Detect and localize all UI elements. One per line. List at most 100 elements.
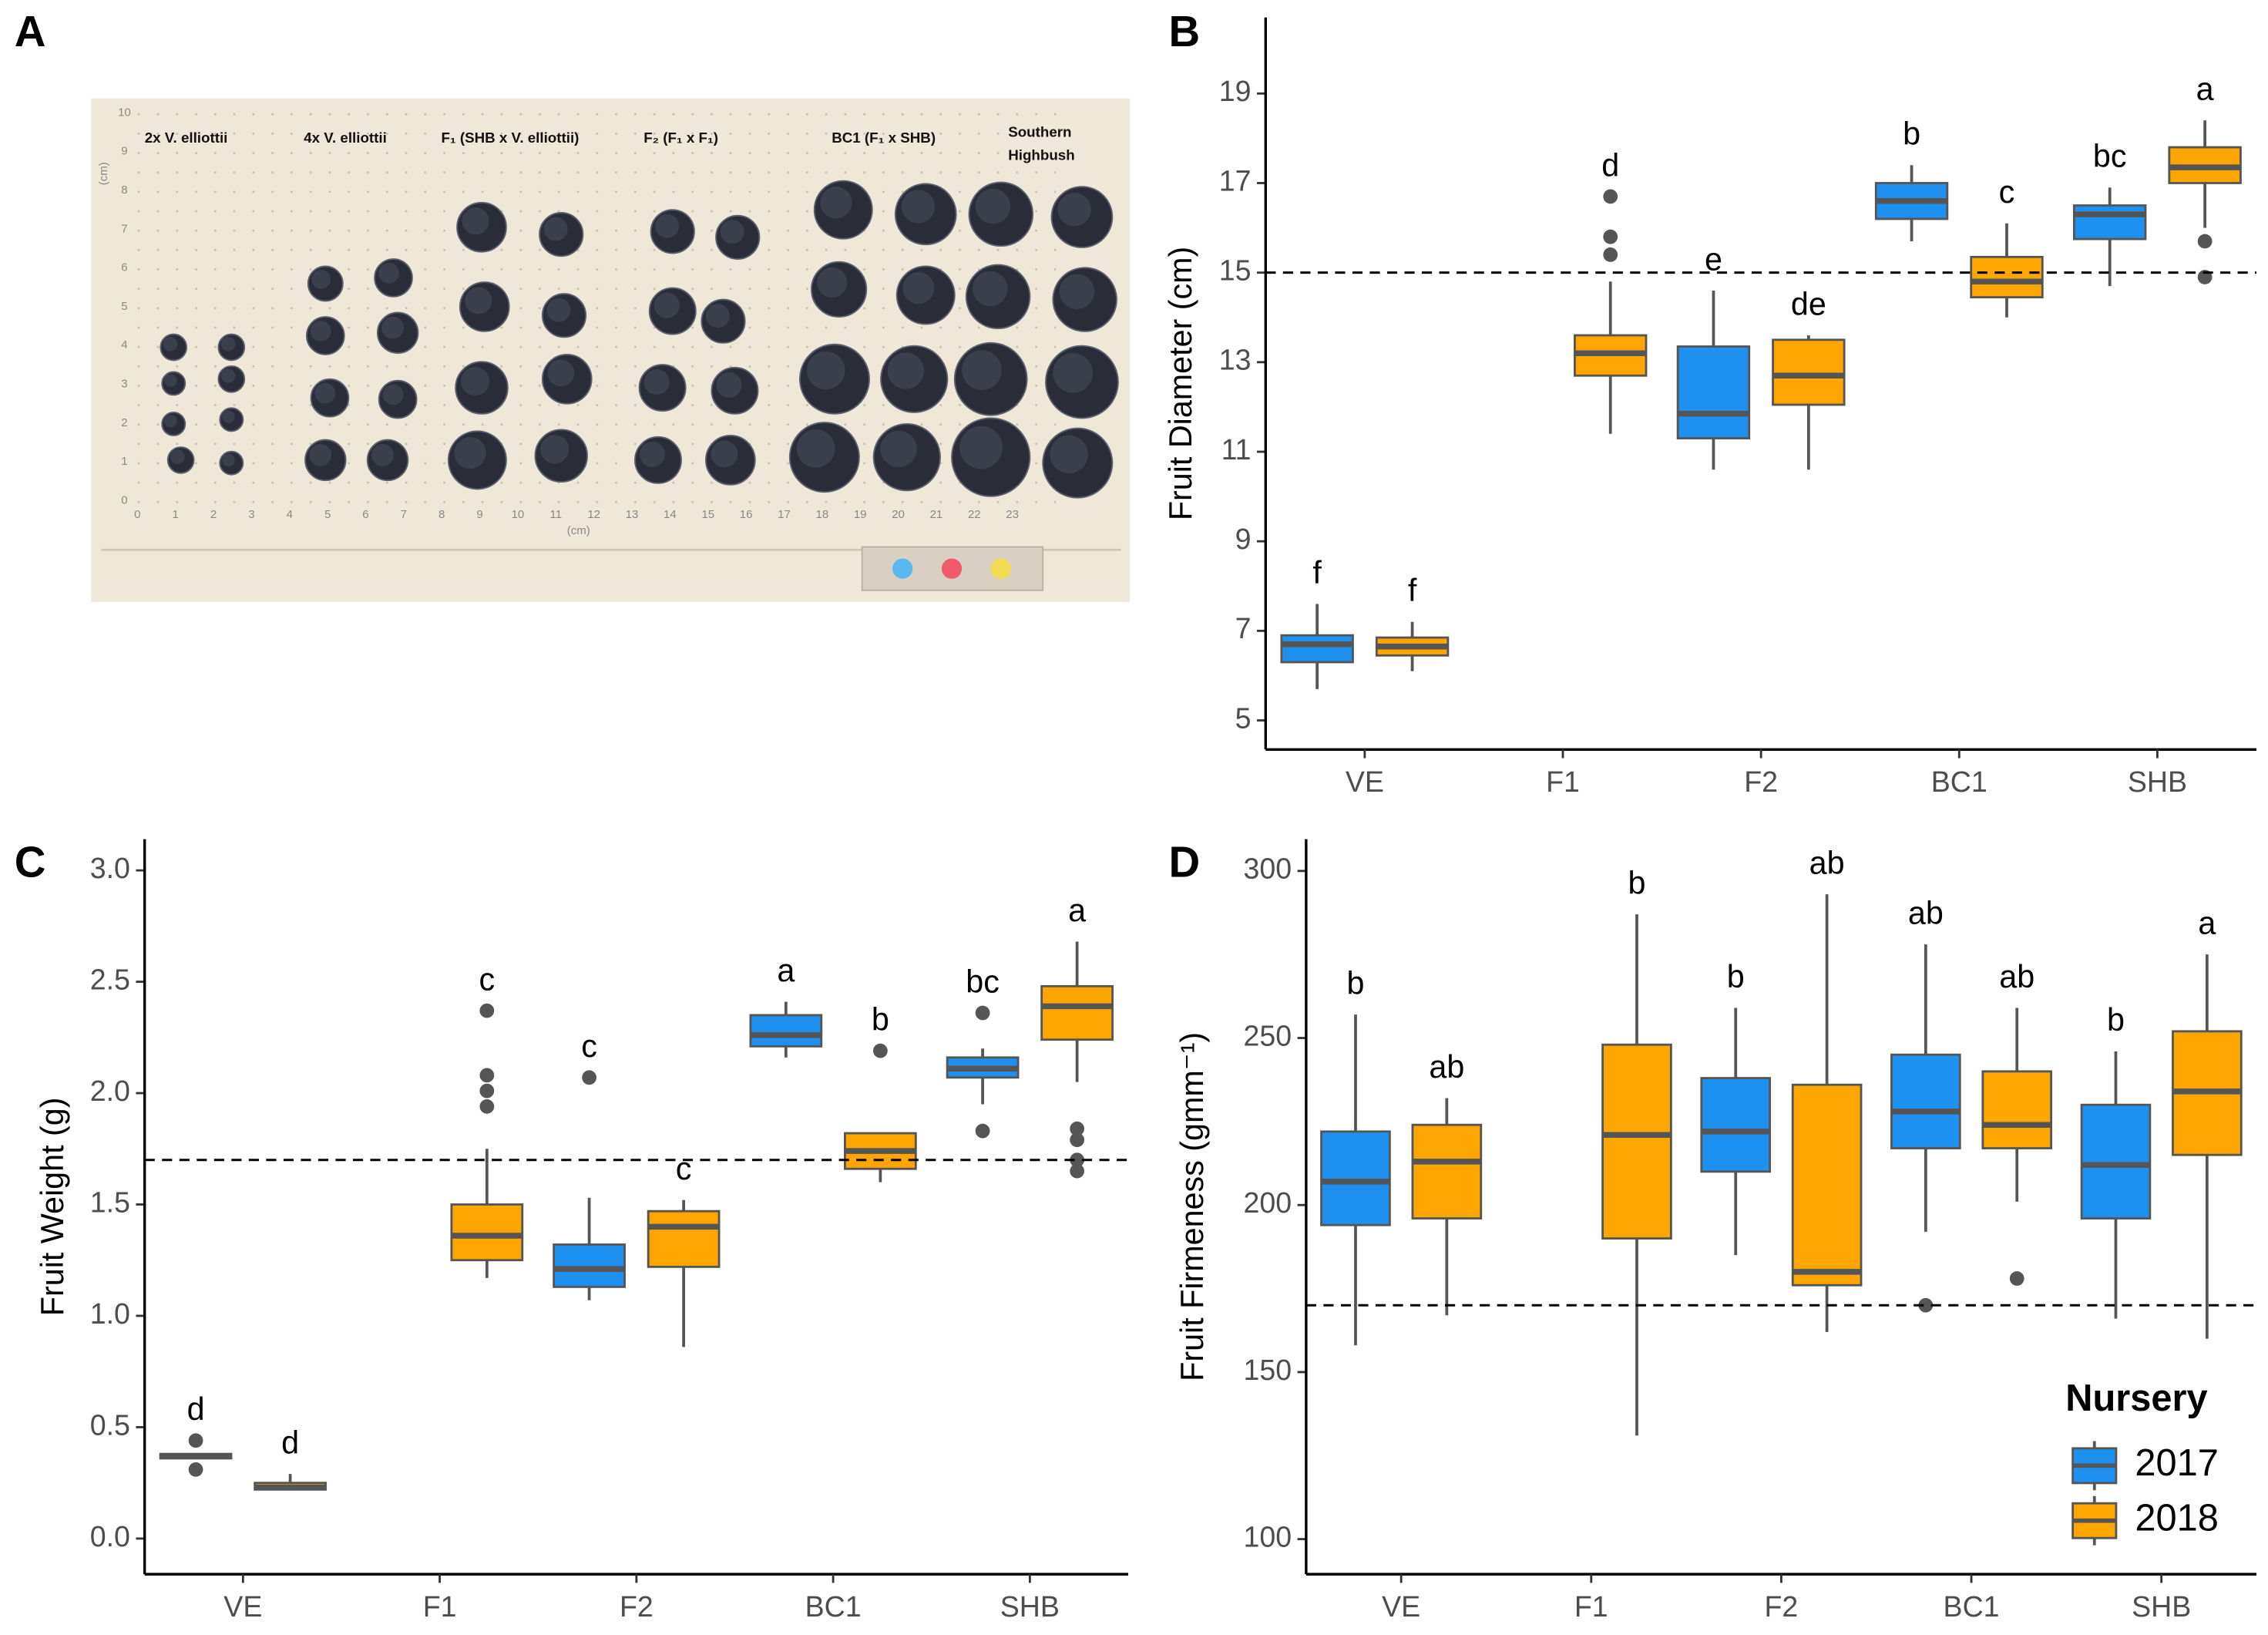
outlier <box>872 1043 888 1058</box>
legend-title: Nursery <box>2065 1378 2207 1419</box>
y-tick-label: 1.0 <box>90 1297 130 1330</box>
panel-label: D <box>1169 837 1201 886</box>
significance-letter: a <box>1068 893 1086 928</box>
panel-label: C <box>15 837 46 886</box>
significance-letter: f <box>1408 573 1417 608</box>
berry-highlight <box>720 220 744 244</box>
x-tick-label: SHB <box>1000 1590 1060 1623</box>
x-tick-label: F1 <box>1546 765 1580 798</box>
outlier <box>582 1070 596 1085</box>
box <box>647 1209 721 1268</box>
berry-highlight <box>973 271 1008 307</box>
x-tick-label: SHB <box>2128 765 2187 798</box>
outlier <box>479 1068 495 1083</box>
ruler-x-label: 7 <box>401 508 407 521</box>
significance-letter: b <box>872 1002 889 1038</box>
berry-highlight <box>378 262 399 284</box>
outlier <box>1918 1297 1934 1313</box>
ruler-y-label: 3 <box>121 378 127 391</box>
y-tick-label: 3.0 <box>90 852 130 884</box>
x-tick-label: F2 <box>1765 1590 1799 1623</box>
berry-highlight <box>639 441 666 467</box>
ruler-y-label: 1 <box>121 455 127 468</box>
photo-label: 2x V. elliottii <box>145 130 228 146</box>
berry-highlight <box>975 188 1011 224</box>
berry-highlight <box>546 298 571 322</box>
ruler-x-label: 0 <box>134 508 140 521</box>
significance-letter: bc <box>2093 139 2127 174</box>
box <box>450 1203 524 1262</box>
panel-label: B <box>1169 7 1201 56</box>
significance-letter: b <box>2107 1002 2125 1038</box>
ruler-x-label: 22 <box>968 508 981 521</box>
significance-letter: d <box>187 1391 205 1427</box>
ruler-x-label: 9 <box>476 508 482 521</box>
ruler-x-label: 14 <box>664 508 677 521</box>
outlier <box>188 1433 203 1448</box>
significance-letter: d <box>1601 147 1619 183</box>
chart: D Fruit Firmeness (gmm⁻¹) 100 150 200 250 300 V… <box>1169 837 2256 1623</box>
significance-letter: c <box>676 1151 692 1186</box>
photo-label: Highbush <box>1008 147 1074 163</box>
box <box>1280 634 1354 664</box>
berry-highlight <box>1057 193 1091 227</box>
berry-highlight <box>382 384 404 405</box>
berry-highlight <box>817 267 848 298</box>
outlier <box>2009 1271 2024 1286</box>
outlier <box>2197 234 2213 249</box>
box <box>1411 1123 1483 1220</box>
outlier <box>975 1005 990 1021</box>
berry-highlight <box>1053 353 1094 393</box>
ruler-x-label: 19 <box>854 508 867 521</box>
berry-highlight <box>962 350 1002 390</box>
y-tick-label: 0.5 <box>90 1408 130 1441</box>
berry-highlight <box>547 359 575 387</box>
ruler-x-label: 2 <box>210 508 217 521</box>
significance-letter: e <box>1705 241 1722 277</box>
significance-letter: b <box>1346 966 1364 1001</box>
berry-highlight <box>716 372 742 398</box>
ruler-y-label: 5 <box>121 300 127 313</box>
berry-highlight <box>711 440 738 468</box>
significance-letter: c <box>479 961 496 997</box>
berry-highlight <box>643 369 670 395</box>
berry-highlight <box>460 367 490 396</box>
y-axis-title: Fruit Firmeness (gmm⁻¹) <box>1174 1032 1210 1381</box>
outlier <box>479 1098 495 1114</box>
berry-highlight <box>1050 435 1088 474</box>
x-tick-label: F2 <box>620 1590 654 1623</box>
ruler-x-label: 4 <box>287 508 293 521</box>
x-tick-label: F2 <box>1744 765 1778 798</box>
significance-letter: a <box>2198 906 2216 941</box>
outlier <box>479 1083 495 1098</box>
berry-highlight <box>454 436 486 469</box>
ruler-y-label: 8 <box>121 183 127 197</box>
ruler-x-label: 23 <box>1006 508 1019 521</box>
berry-highlight <box>901 190 936 224</box>
outlier <box>1603 189 1618 204</box>
significance-letter: a <box>777 953 795 988</box>
berry-highlight <box>164 374 177 387</box>
significance-letter: ab <box>1429 1049 1464 1085</box>
ruler-x-label: 11 <box>550 508 563 521</box>
x-tick-label: F1 <box>1574 1590 1608 1623</box>
significance-letter: c <box>1999 174 2015 210</box>
y-tick-label: 200 <box>1243 1186 1292 1219</box>
ruler-unit: (cm) <box>97 162 110 185</box>
ruler-x-label: 6 <box>362 508 368 521</box>
berry-highlight <box>887 352 925 389</box>
outlier <box>188 1462 203 1477</box>
y-tick-label: 5 <box>1235 701 1252 734</box>
significance-letter: f <box>1312 555 1322 590</box>
legend-label: 2017 <box>2135 1442 2219 1484</box>
berry-highlight <box>796 429 835 468</box>
outlier <box>479 1003 495 1018</box>
outlier <box>975 1123 990 1139</box>
box <box>1981 1070 2053 1149</box>
ruler-x-label: 17 <box>778 508 791 521</box>
outlier <box>1603 229 1618 244</box>
box <box>749 1014 823 1048</box>
y-tick-label: 2.0 <box>90 1075 130 1107</box>
